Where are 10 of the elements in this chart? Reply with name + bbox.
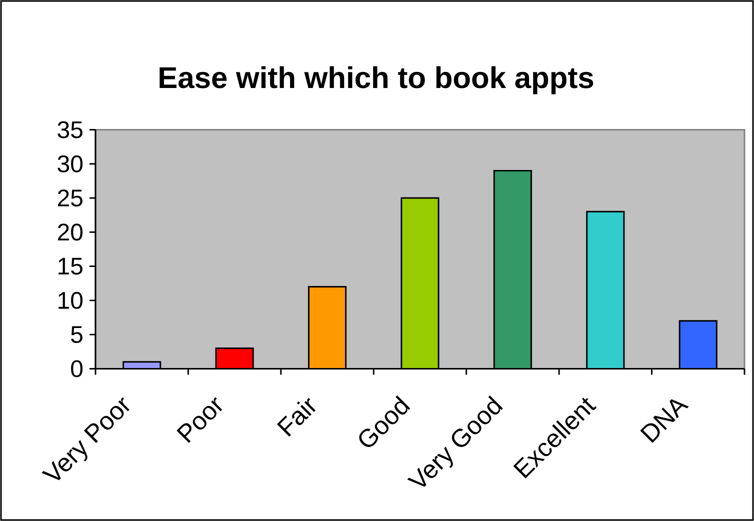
- y-tick-label: 10: [58, 292, 83, 309]
- chart-title: Ease with which to book appts: [160, 66, 594, 94]
- y-tick-label: 0: [71, 360, 83, 378]
- y-tick-label: 5: [71, 326, 82, 343]
- y-tick-label: 25: [58, 190, 82, 206]
- y-tick-label: 35: [58, 121, 82, 138]
- y-tick-label: 30: [58, 155, 83, 172]
- y-tick-label: 20: [58, 224, 83, 241]
- y-tick-label: 15: [58, 258, 82, 275]
- x-tick-label: Fair: [276, 398, 316, 437]
